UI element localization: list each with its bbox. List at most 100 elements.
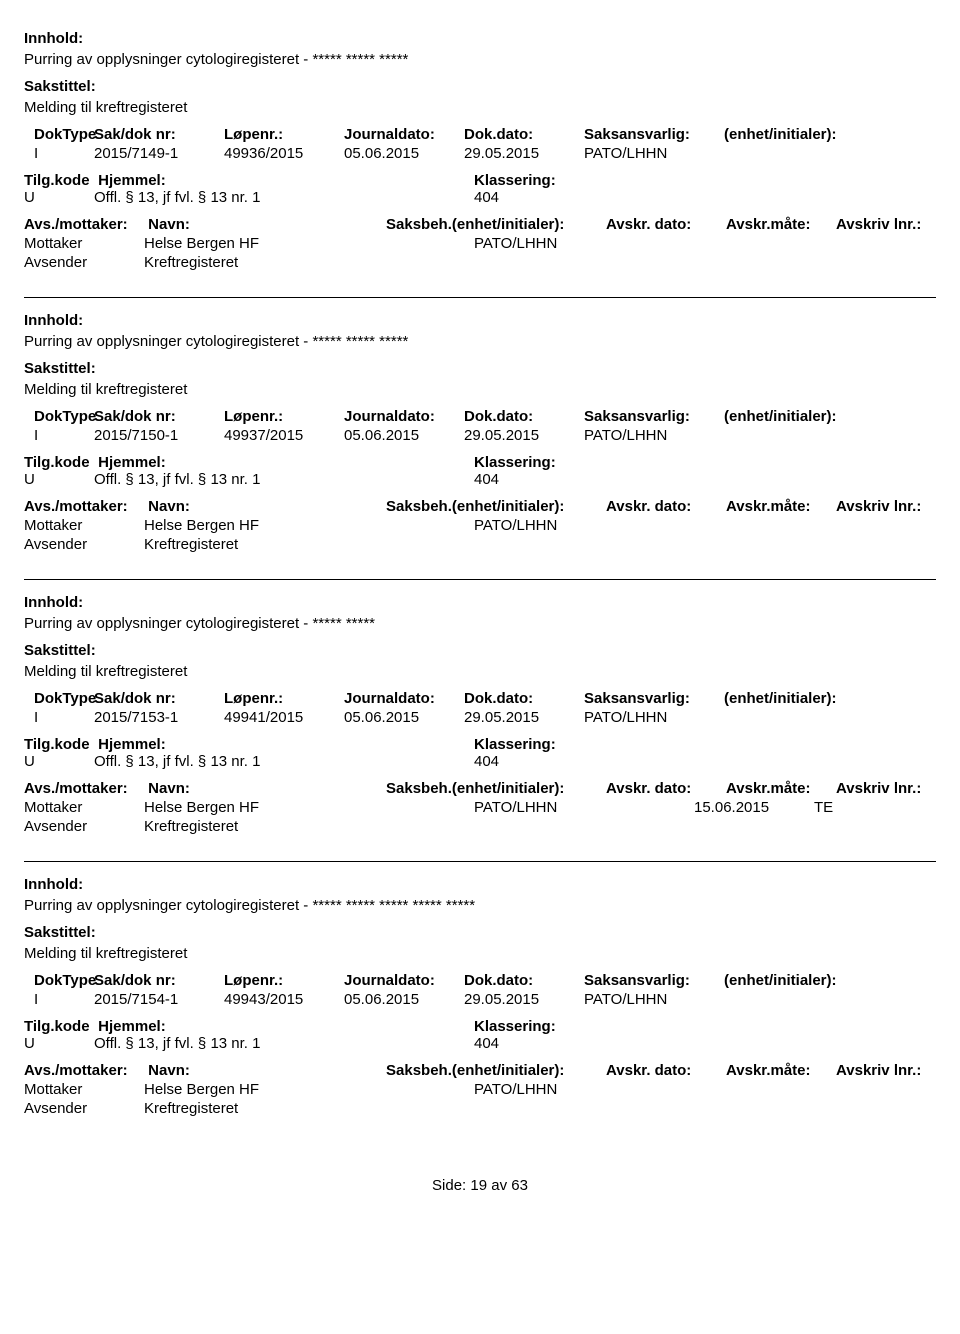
hjemmel-label: Hjemmel: (98, 454, 166, 471)
col-sakdok-label: Sak/dok nr: (94, 972, 224, 989)
saksbeh-enhet-label: (enhet/initialer): (452, 1062, 565, 1079)
avskr-dato-label: Avskr. dato: (606, 498, 726, 515)
tilgkode-label: Tilg.kode (24, 736, 94, 753)
avskr-dato-label: Avskr. dato: (606, 216, 726, 233)
col-enhet-label: (enhet/initialer): (724, 972, 884, 989)
avskriv-lnr-label: Avskriv lnr.: (836, 498, 936, 515)
col-doktype-label: DokType (24, 408, 94, 425)
saksbeh-label: Saksbeh. (386, 216, 452, 233)
col-enhet-label: (enhet/initialer): (724, 408, 884, 425)
avsender-row: Avsender Kreftregisteret (24, 818, 936, 835)
sakdok-value: 2015/7149-1 (94, 145, 224, 162)
innhold-label: Innhold: (24, 594, 936, 611)
saksansvarlig-value: PATO/LHHN (584, 427, 724, 444)
enhet-value (724, 427, 884, 444)
avskr-maate-label: Avskr.måte: (726, 1062, 836, 1079)
journal-record: Innhold: Purring av opplysninger cytolog… (24, 876, 936, 1137)
col-lopenr-label: Løpenr.: (224, 690, 344, 707)
avskr-maate-label: Avskr.måte: (726, 498, 836, 515)
tilgkode-value: U (24, 189, 94, 206)
avsender-role: Avsender (24, 1100, 144, 1117)
enhet-value (724, 145, 884, 162)
record-divider (24, 861, 936, 862)
avs-mottaker-label: Avs./mottaker: (24, 216, 144, 233)
hjemmel-value: Offl. § 13, jf fvl. § 13 nr. 1 (94, 753, 260, 770)
journal-record: Innhold: Purring av opplysninger cytolog… (24, 312, 936, 573)
col-lopenr-label: Løpenr.: (224, 972, 344, 989)
navn-label: Navn: (148, 780, 190, 797)
tilgkode-label: Tilg.kode (24, 454, 94, 471)
mottaker-role: Mottaker (24, 1081, 144, 1098)
dokdato-value: 29.05.2015 (464, 145, 584, 162)
avs-mottaker-label: Avs./mottaker: (24, 1062, 144, 1079)
klassering-label: Klassering: (474, 1018, 936, 1035)
innhold-label: Innhold: (24, 876, 936, 893)
hjemmel-value: Offl. § 13, jf fvl. § 13 nr. 1 (94, 189, 260, 206)
mottaker-saksbeh: PATO/LHHN (474, 799, 694, 816)
sakstittel-label: Sakstittel: (24, 924, 936, 941)
journaldato-value: 05.06.2015 (344, 145, 464, 162)
klassering-label: Klassering: (474, 454, 936, 471)
klassering-value: 404 (474, 1035, 936, 1052)
mottaker-avskrdato (694, 235, 814, 252)
col-doktype-label: DokType (24, 690, 94, 707)
columns-data: I 2015/7150-1 49937/2015 05.06.2015 29.0… (24, 427, 936, 444)
col-doktype-label: DokType (24, 126, 94, 143)
saksbeh-enhet-label: (enhet/initialer): (452, 498, 565, 515)
col-dokdato-label: Dok.dato: (464, 408, 584, 425)
avskriv-lnr-label: Avskriv lnr.: (836, 216, 936, 233)
saksbeh-enhet-label: (enhet/initialer): (452, 780, 565, 797)
mottaker-row: Mottaker Helse Bergen HF PATO/LHHN (24, 235, 936, 252)
doktype-value: I (24, 709, 94, 726)
navn-label: Navn: (148, 1062, 190, 1079)
mottaker-saksbeh: PATO/LHHN (474, 1081, 694, 1098)
columns-header: DokType Sak/dok nr: Løpenr.: Journaldato… (24, 690, 936, 707)
journaldato-value: 05.06.2015 (344, 709, 464, 726)
avsender-name: Kreftregisteret (144, 254, 474, 271)
doktype-value: I (24, 991, 94, 1008)
klassering-value: 404 (474, 189, 936, 206)
dokdato-value: 29.05.2015 (464, 427, 584, 444)
journaldato-value: 05.06.2015 (344, 427, 464, 444)
mottaker-avskrmaate (814, 235, 924, 252)
mottaker-avskrmaate (814, 517, 924, 534)
columns-data: I 2015/7149-1 49936/2015 05.06.2015 29.0… (24, 145, 936, 162)
col-sakdok-label: Sak/dok nr: (94, 126, 224, 143)
innhold-label: Innhold: (24, 312, 936, 329)
mottaker-avskrdato (694, 517, 814, 534)
enhet-value (724, 709, 884, 726)
enhet-value (724, 991, 884, 1008)
avskr-maate-label: Avskr.måte: (726, 780, 836, 797)
avsender-name: Kreftregisteret (144, 818, 474, 835)
klassering-label: Klassering: (474, 172, 936, 189)
innhold-text: Purring av opplysninger cytologiregister… (24, 333, 936, 350)
mottaker-row: Mottaker Helse Bergen HF PATO/LHHN 15.06… (24, 799, 936, 816)
mottaker-role: Mottaker (24, 799, 144, 816)
lopenr-value: 49941/2015 (224, 709, 344, 726)
hjemmel-label: Hjemmel: (98, 1018, 166, 1035)
mottaker-row: Mottaker Helse Bergen HF PATO/LHHN (24, 517, 936, 534)
mottaker-role: Mottaker (24, 235, 144, 252)
avskr-dato-label: Avskr. dato: (606, 1062, 726, 1079)
avs-mottaker-label: Avs./mottaker: (24, 780, 144, 797)
col-dokdato-label: Dok.dato: (464, 690, 584, 707)
mottaker-name: Helse Bergen HF (144, 235, 474, 252)
avsender-role: Avsender (24, 536, 144, 553)
journal-record: Innhold: Purring av opplysninger cytolog… (24, 594, 936, 855)
avsender-role: Avsender (24, 818, 144, 835)
hjemmel-value: Offl. § 13, jf fvl. § 13 nr. 1 (94, 471, 260, 488)
klassering-label: Klassering: (474, 736, 936, 753)
mottaker-name: Helse Bergen HF (144, 1081, 474, 1098)
navn-label: Navn: (148, 498, 190, 515)
avskr-maate-label: Avskr.måte: (726, 216, 836, 233)
mottaker-avskrmaate (814, 1081, 924, 1098)
lopenr-value: 49937/2015 (224, 427, 344, 444)
innhold-label: Innhold: (24, 30, 936, 47)
sakstittel-label: Sakstittel: (24, 360, 936, 377)
page-number: 19 (470, 1177, 487, 1194)
columns-header: DokType Sak/dok nr: Løpenr.: Journaldato… (24, 126, 936, 143)
sakstittel-label: Sakstittel: (24, 78, 936, 95)
tilgkode-value: U (24, 471, 94, 488)
col-saksansvarlig-label: Saksansvarlig: (584, 408, 724, 425)
col-saksansvarlig-label: Saksansvarlig: (584, 690, 724, 707)
